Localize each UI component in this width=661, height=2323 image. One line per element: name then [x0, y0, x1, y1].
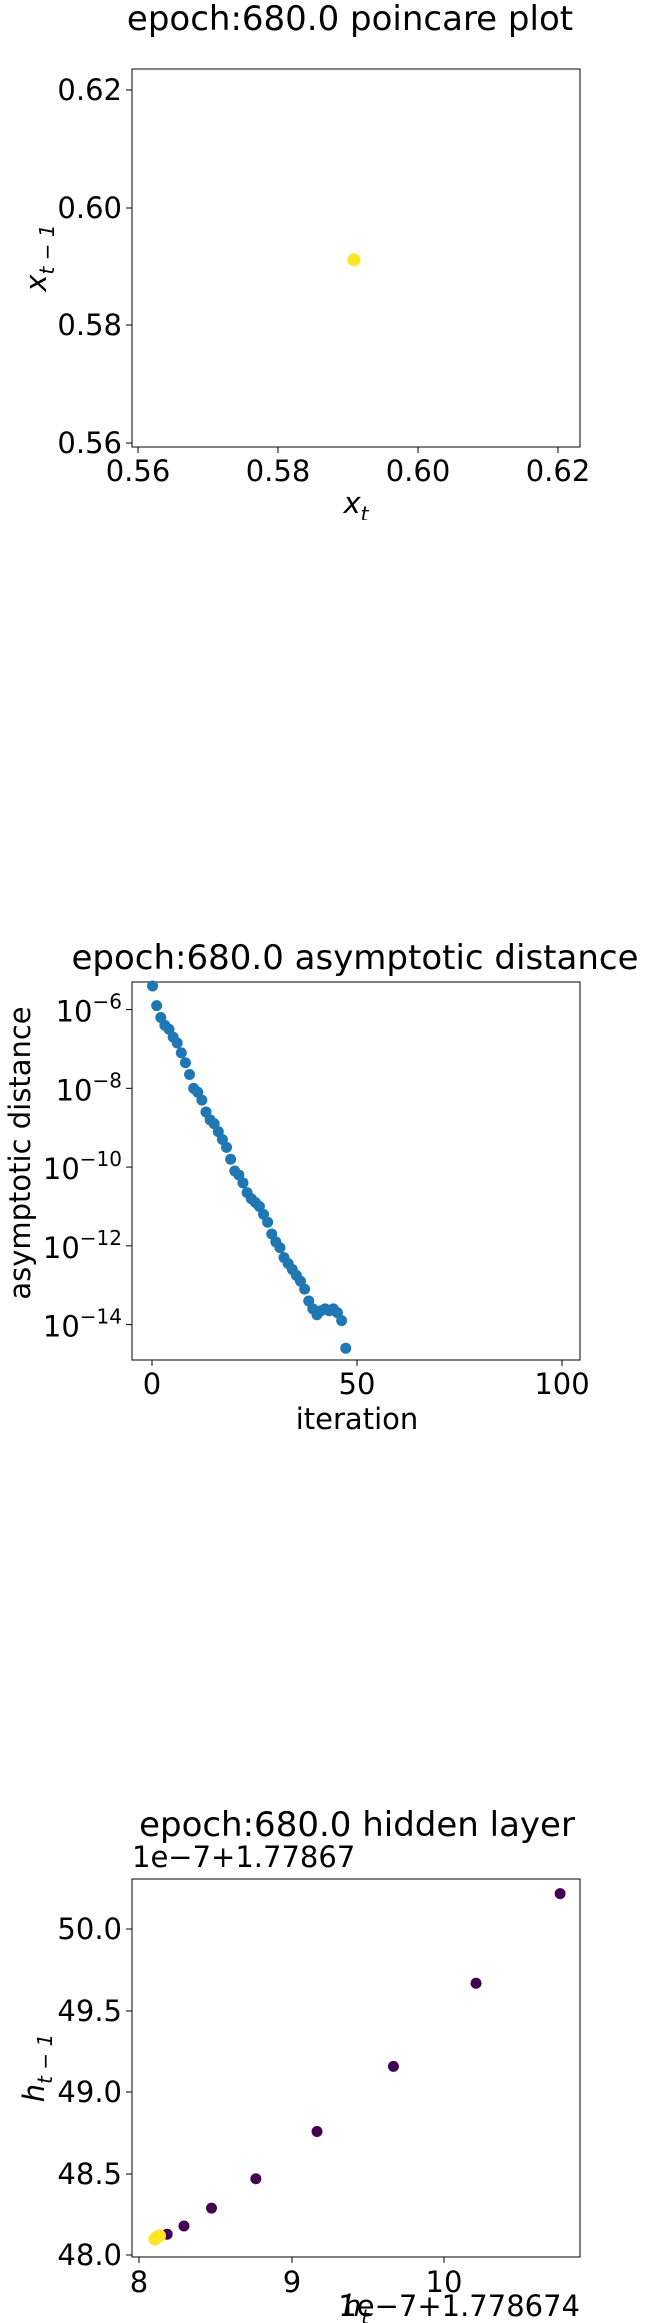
plot-frame — [131, 981, 581, 1361]
data-point — [387, 2060, 399, 2072]
x-tick-label: 0 — [143, 1367, 161, 1401]
data-point — [347, 253, 361, 267]
data-point — [225, 1153, 237, 1165]
x-tick-label: 0.58 — [246, 454, 311, 488]
data-point — [148, 2232, 162, 2246]
y-ticks: 48.0 48.5 49.0 49.5 50.0 — [57, 1912, 132, 2272]
hidden-layer-chart: epoch:680.0 hidden layer 1e−7+1.77867 8 … — [0, 1800, 661, 2323]
asymptotic-distance-chart: epoch:680.0 asymptotic distance 0 50 100… — [0, 940, 661, 1460]
y-tick-label: 0.62 — [57, 73, 122, 107]
data-point — [311, 2126, 323, 2138]
data-point — [470, 1977, 482, 1989]
y-ticks: 10−6 10−8 10−10 10−12 10−14 — [43, 990, 132, 1344]
data-point — [250, 2173, 262, 2185]
data-points — [147, 980, 352, 1354]
poincare-plot-svg: epoch:680.0 poincare plot 0.56 0.58 0.60… — [19, 0, 591, 520]
plot-frame — [131, 68, 581, 448]
data-point — [179, 1057, 191, 1069]
data-point — [206, 2202, 218, 2214]
y-tick-label: 10−12 — [43, 1226, 122, 1265]
y-tick-label: 48.0 — [57, 2238, 122, 2272]
x-tick-label: 9 — [283, 2265, 301, 2299]
y-tick-label: 10−8 — [56, 1068, 122, 1107]
x-ticks: 0 50 100 — [143, 1360, 590, 1401]
x-axis-label: iteration — [296, 1402, 419, 1436]
y-tick-label: 10−14 — [43, 1305, 122, 1344]
x-tick-label: 0.56 — [106, 454, 171, 488]
chart-title: epoch:680.0 hidden layer — [139, 1805, 575, 1845]
x-axis-label: xt — [342, 486, 369, 520]
data-point — [274, 1242, 286, 1254]
x-tick-label: 8 — [130, 2265, 148, 2299]
y-tick-label: 10−6 — [56, 990, 122, 1029]
data-point — [336, 1315, 348, 1327]
data-point — [184, 1069, 196, 1081]
y-tick-label: 0.58 — [57, 308, 122, 342]
x-ticks: 8 9 10 — [130, 2257, 463, 2299]
x-tick-label: 50 — [339, 1367, 376, 1401]
x-ticks: 0.56 0.58 0.60 0.62 — [106, 447, 591, 488]
data-point — [175, 1047, 187, 1059]
x-tick-label: 10 — [426, 2265, 463, 2299]
x-tick-label: 100 — [534, 1367, 589, 1401]
y-ticks: 0.56 0.58 0.60 0.62 — [57, 73, 132, 460]
data-point — [299, 1283, 311, 1295]
plot-frame — [131, 1878, 581, 2258]
y-tick-label: 49.0 — [57, 2075, 122, 2109]
y-tick-label: 50.0 — [57, 1912, 122, 1946]
data-point — [151, 1000, 163, 1012]
y-axis-label: asymptotic distance — [3, 1006, 37, 1299]
y-tick-label: 48.5 — [57, 2157, 122, 2191]
y-tick-label: 0.56 — [57, 426, 122, 460]
y-tick-label: 10−10 — [43, 1147, 122, 1186]
poincare-plot-chart: epoch:680.0 poincare plot 0.56 0.58 0.60… — [0, 0, 661, 520]
y-axis-label: xt − 1 — [19, 224, 59, 292]
y-offset-text: 1e−7+1.77867 — [132, 1840, 355, 1874]
y-axis-label: ht − 1 — [17, 2034, 57, 2102]
chart-title: epoch:680.0 poincare plot — [127, 0, 573, 39]
data-point — [196, 1094, 208, 1106]
data-point — [221, 1141, 233, 1153]
x-tick-label: 0.62 — [526, 454, 591, 488]
data-points — [148, 1888, 566, 2246]
data-point — [171, 1037, 183, 1049]
data-point — [178, 2220, 190, 2232]
data-point — [554, 1888, 566, 1900]
data-point — [237, 1177, 249, 1189]
y-tick-label: 49.5 — [57, 1994, 122, 2028]
chart-title: epoch:680.0 asymptotic distance — [72, 940, 639, 978]
y-tick-label: 0.60 — [57, 191, 122, 225]
data-point — [147, 980, 159, 992]
data-point — [262, 1216, 274, 1228]
x-tick-label: 0.60 — [386, 454, 451, 488]
asymptotic-distance-svg: epoch:680.0 asymptotic distance 0 50 100… — [3, 940, 639, 1436]
data-points — [347, 253, 361, 267]
hidden-layer-svg: epoch:680.0 hidden layer 1e−7+1.77867 8 … — [17, 1805, 581, 2323]
x-offset-text: 1e−7+1.778674 — [338, 2289, 580, 2323]
data-point — [340, 1342, 352, 1354]
